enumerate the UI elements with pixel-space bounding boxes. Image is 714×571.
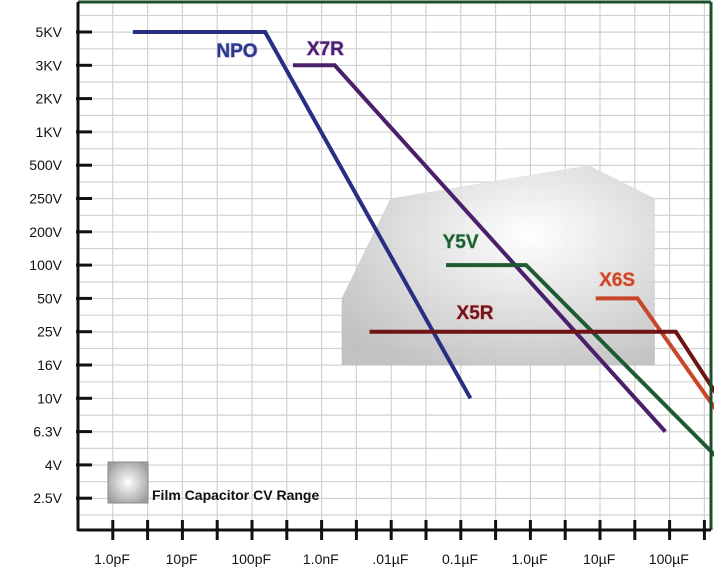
x-tick-label: .01µF bbox=[372, 551, 408, 567]
series-line-x6s bbox=[595, 296, 714, 411]
y-tick-label: 250V bbox=[29, 191, 62, 207]
axes bbox=[76, 0, 713, 532]
y-tick-label: 50V bbox=[37, 290, 63, 306]
y-tick-label: 6.3V bbox=[33, 424, 62, 440]
y-tick-label: 3KV bbox=[36, 57, 63, 73]
y-tick-label: 500V bbox=[29, 157, 62, 173]
series-labels: NPO X7R Y5V X6S X5R bbox=[216, 38, 636, 324]
legend-label: Film Capacitor CV Range bbox=[152, 487, 319, 503]
series-label-x6s: X6S bbox=[599, 270, 635, 291]
series-line-npo bbox=[132, 30, 473, 400]
x-tick-label: 100µF bbox=[649, 551, 689, 567]
x-tick-label: 1.0nF bbox=[303, 551, 339, 567]
series-lines bbox=[132, 30, 714, 458]
x-tick-label: 0.1µF bbox=[442, 551, 478, 567]
y-tick-label: 4V bbox=[45, 457, 63, 473]
y-tick-label: 200V bbox=[29, 224, 62, 240]
series-label-y5v: Y5V bbox=[443, 232, 479, 253]
x-tick-label: 1.0µF bbox=[512, 551, 548, 567]
series-line-x7r bbox=[292, 63, 667, 433]
y-tick-label: 2.5V bbox=[33, 490, 62, 506]
x-tick-label: 10pF bbox=[166, 551, 198, 567]
legend-swatch bbox=[107, 461, 149, 504]
series-line-x5r bbox=[369, 329, 714, 394]
legend: Film Capacitor CV Range bbox=[107, 461, 319, 504]
y-tick-label: 1KV bbox=[36, 124, 63, 140]
x-tick-label: 1.0pF bbox=[94, 551, 130, 567]
y-tick-label: 5KV bbox=[36, 24, 63, 40]
y-tick-label: 25V bbox=[37, 324, 63, 340]
series-label-x7r: X7R bbox=[307, 39, 344, 60]
series-label-x5r: X5R bbox=[457, 303, 494, 324]
series-label-npo: NPO bbox=[216, 41, 257, 62]
x-tick-label: 10µF bbox=[583, 551, 615, 567]
series-line-y5v bbox=[446, 263, 714, 458]
x-tick-label: 100pF bbox=[231, 551, 271, 567]
tick-labels: 5KV 3KV 2KV 1KV 500V 250V 200V 100V 50V 25V 16V 10V… bbox=[29, 24, 706, 567]
y-tick-label: 2KV bbox=[36, 91, 63, 107]
y-tick-label: 16V bbox=[37, 357, 63, 373]
y-tick-label: 100V bbox=[29, 257, 62, 273]
y-tick-label: 10V bbox=[37, 390, 63, 406]
